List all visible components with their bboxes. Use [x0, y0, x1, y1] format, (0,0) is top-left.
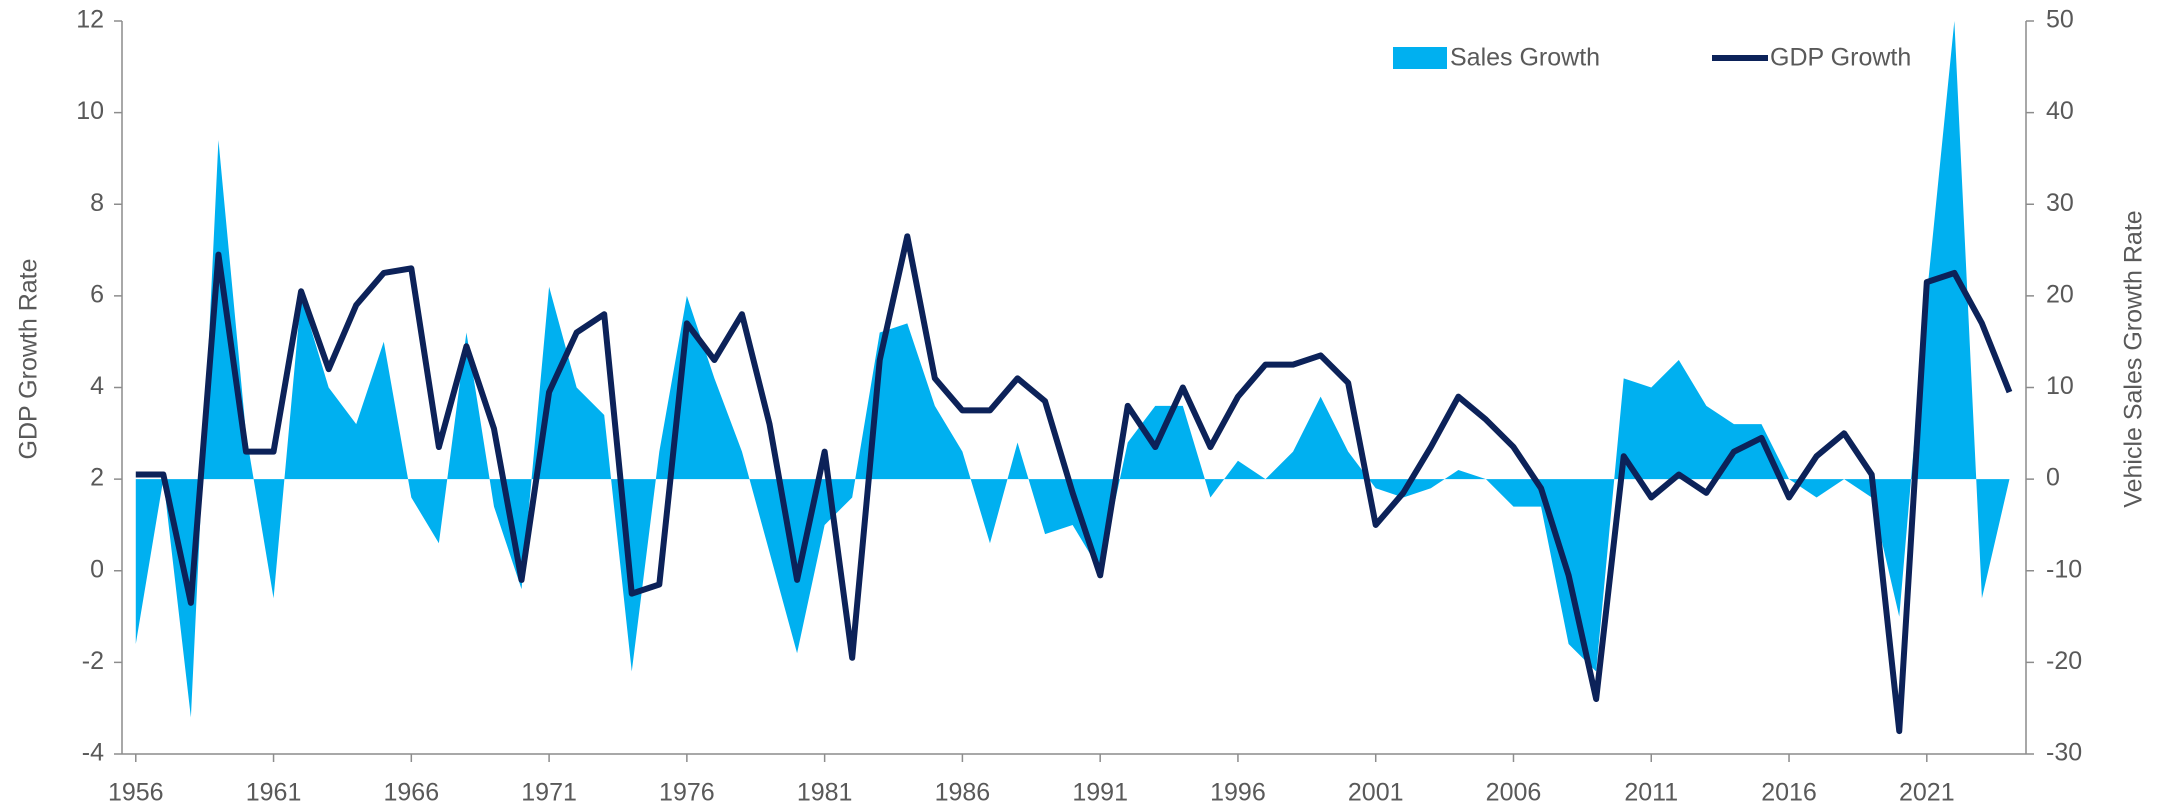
- x-tick-label: 1961: [246, 779, 302, 807]
- y-tick-label: 0: [90, 555, 104, 583]
- y-tick-label: 2: [90, 464, 104, 492]
- legend-label: Sales Growth: [1450, 44, 1600, 72]
- x-tick-label: 1966: [384, 779, 440, 807]
- y-tick-label: 6: [90, 280, 104, 308]
- y2-tick-label: -20: [2046, 647, 2082, 675]
- x-tick-label: 2006: [1486, 779, 1542, 807]
- y-tick-label: 10: [76, 97, 104, 125]
- y2-tick-label: 20: [2046, 280, 2074, 308]
- gdp-line: [135, 233, 2013, 735]
- x-tick-label: 1991: [1072, 779, 1128, 807]
- y2-tick-label: -30: [2046, 739, 2082, 767]
- x-tick-label: 2021: [1899, 779, 1955, 807]
- y-axis-title: GDP Growth Rate: [15, 258, 43, 459]
- y2-tick-label: 0: [2046, 464, 2060, 492]
- sales-area: [135, 21, 2010, 718]
- y-tick-label: -2: [82, 647, 104, 675]
- x-tick-label: 1956: [108, 779, 164, 807]
- legend-swatch: [1393, 47, 1447, 69]
- y2-tick-label: -10: [2046, 555, 2082, 583]
- x-tick-label: 1976: [659, 779, 715, 807]
- y2-tick-label: 30: [2046, 189, 2074, 217]
- legend-label: GDP Growth: [1770, 44, 1911, 72]
- y-tick-label: 12: [76, 6, 104, 34]
- y-tick-label: 8: [90, 189, 104, 217]
- y2-tick-label: 50: [2046, 6, 2074, 34]
- y2-tick-label: 40: [2046, 97, 2074, 125]
- x-tick-label: 1986: [935, 779, 991, 807]
- x-tick-label: 2016: [1761, 779, 1817, 807]
- y2-tick-label: 10: [2046, 372, 2074, 400]
- y2-axis-title: Vehicle Sales Growth Rate: [2120, 210, 2148, 507]
- x-tick-label: 1996: [1210, 779, 1266, 807]
- x-tick-label: 2011: [1624, 779, 1678, 807]
- x-tick-label: 1981: [797, 779, 853, 807]
- y-tick-label: 4: [90, 372, 104, 400]
- x-tick-label: 2001: [1348, 779, 1404, 807]
- y-tick-label: -4: [82, 739, 104, 767]
- x-tick-label: 1971: [521, 779, 577, 807]
